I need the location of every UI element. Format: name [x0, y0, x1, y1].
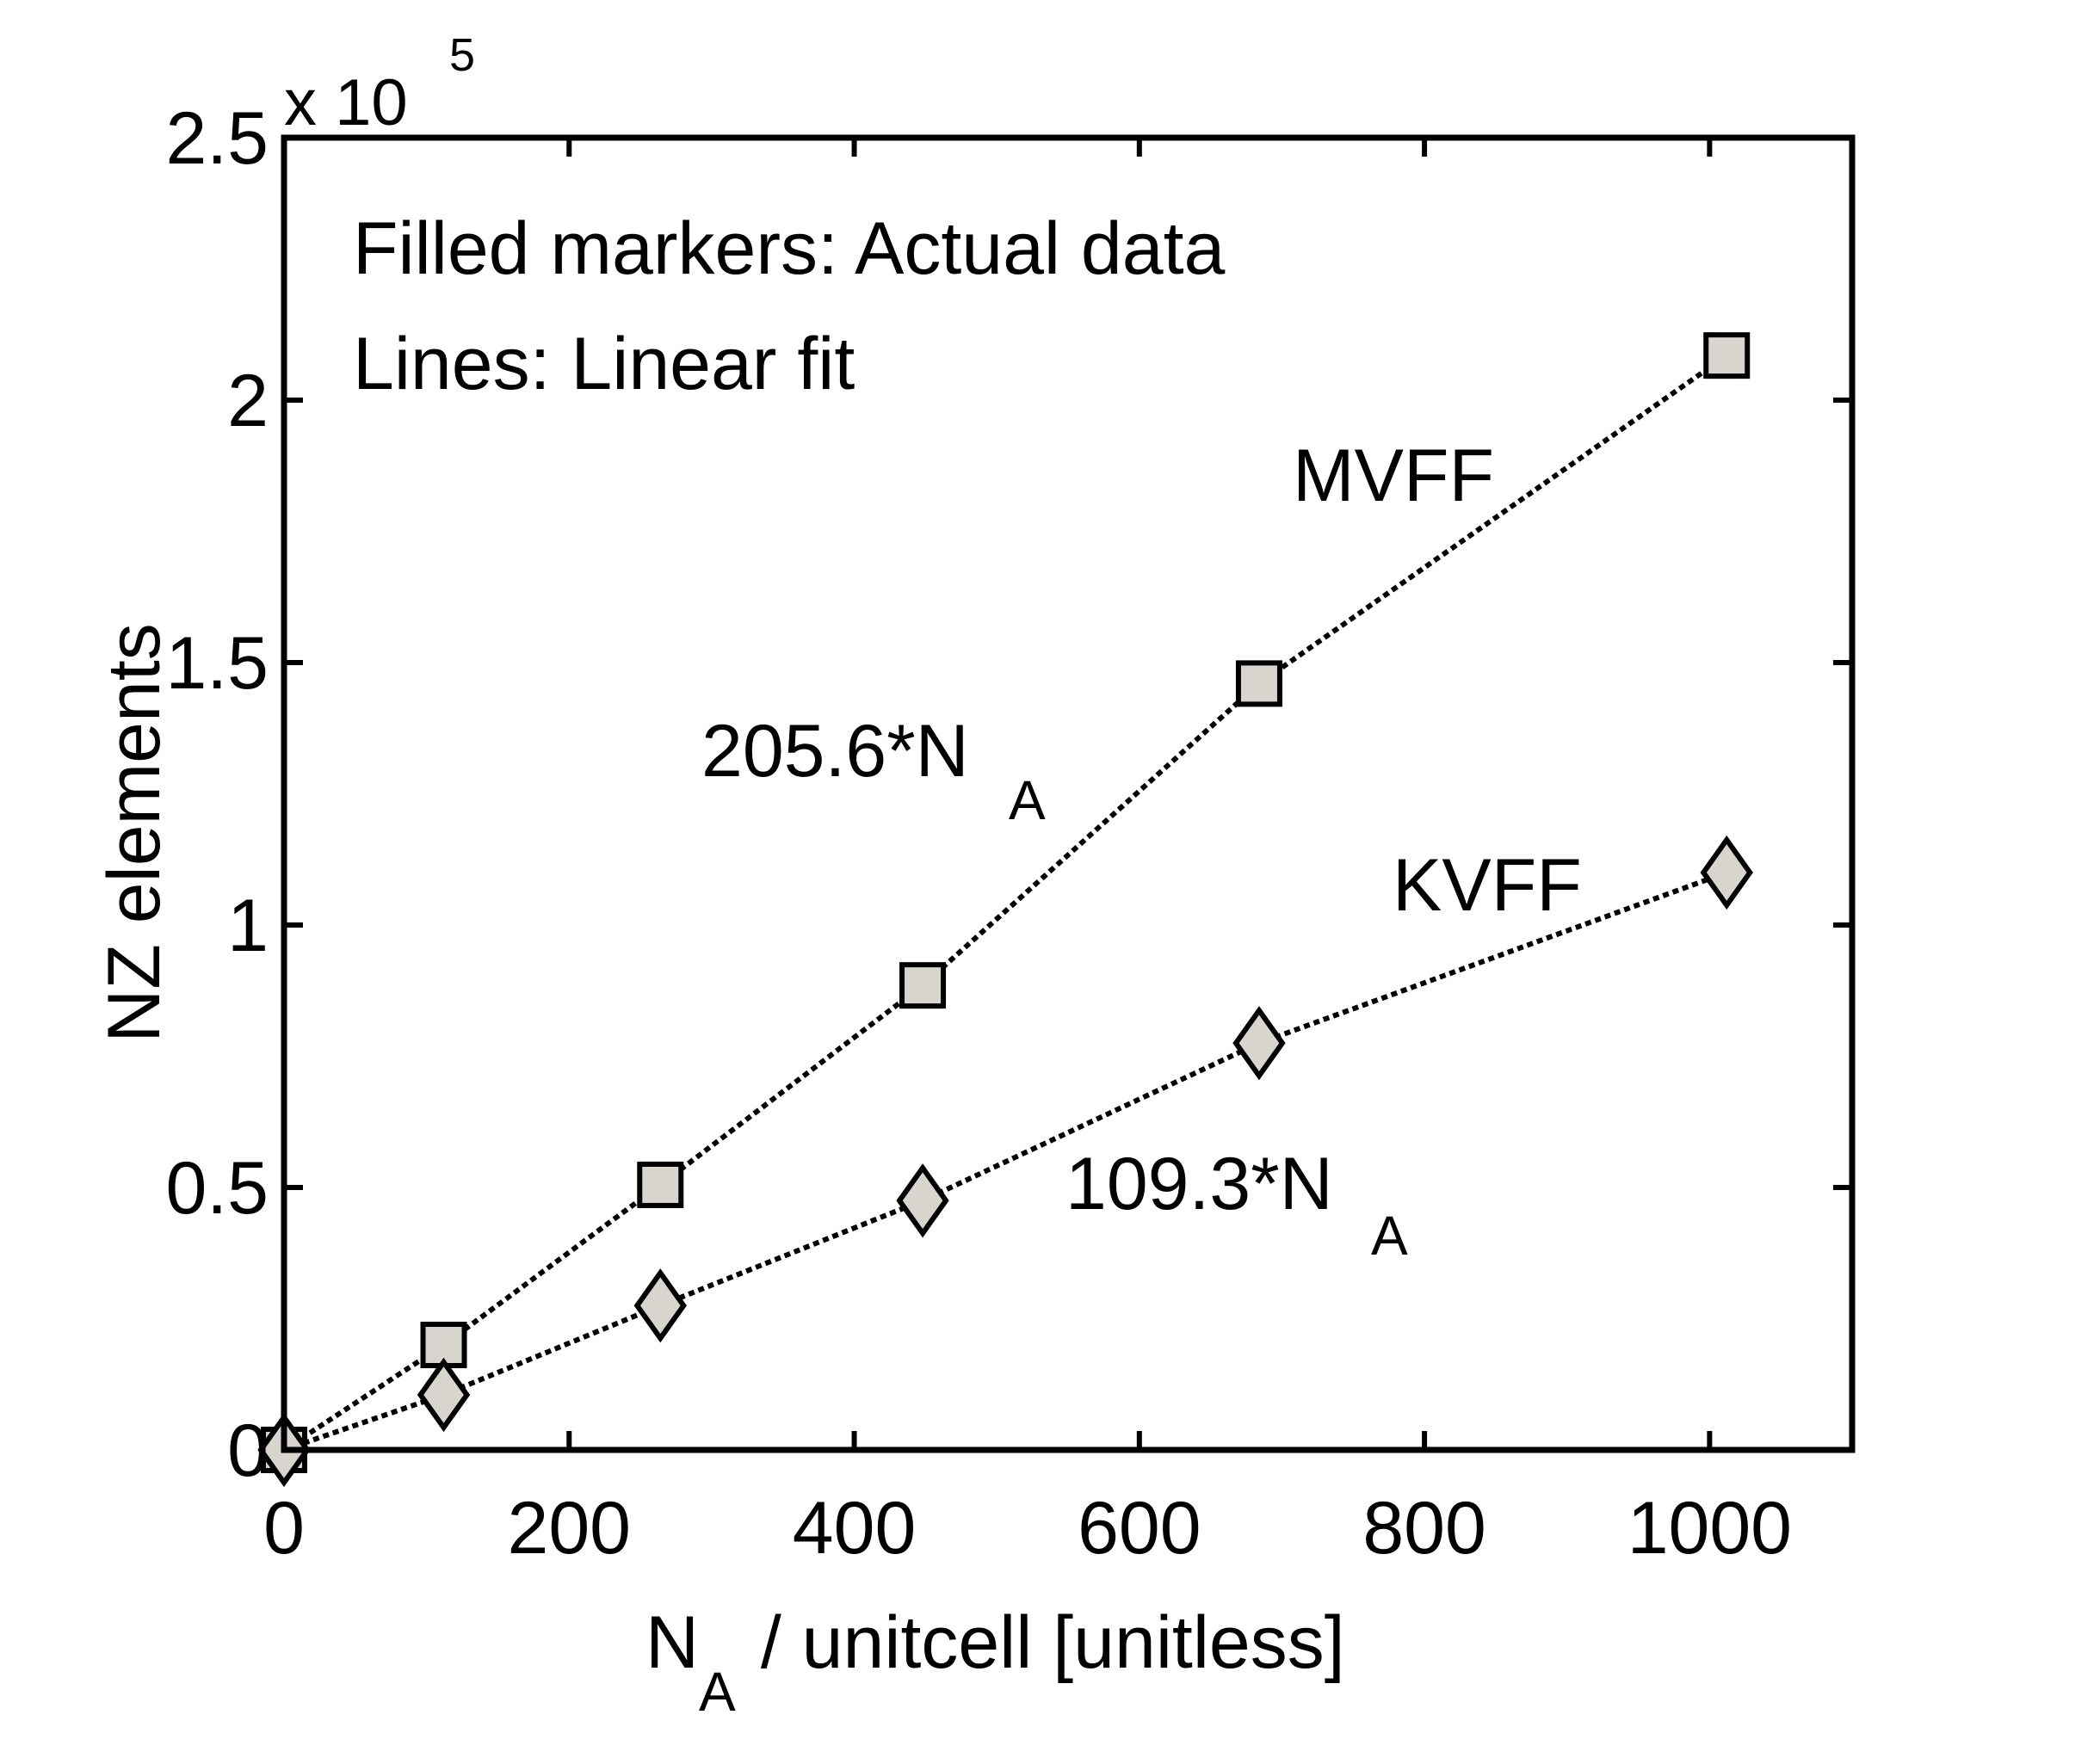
y-tick-label: 0 — [227, 1409, 269, 1492]
marker-kvff — [417, 1357, 471, 1433]
y-tick-label: 2.5 — [165, 97, 269, 180]
mvff-fit-label: 205.6*N — [701, 710, 969, 793]
kvff-label: KVFF — [1393, 844, 1582, 927]
x-axis-label-subscript: A — [699, 1661, 736, 1723]
marker-kvff — [896, 1163, 949, 1238]
y-tick-label: 2 — [227, 360, 269, 442]
x-tick-label: 1000 — [1628, 1487, 1792, 1570]
fit-lines — [282, 353, 1728, 1453]
marker-mvff — [899, 962, 947, 1009]
x-tick-label: 200 — [508, 1487, 632, 1570]
plot-frame — [281, 134, 1856, 1453]
marker-mvff — [637, 1161, 684, 1208]
note-line-2: Lines: Linear fit — [353, 323, 855, 405]
y-exponent-label: x 10 — [284, 66, 408, 139]
y-axis-label: NZ elements — [93, 623, 176, 1043]
x-tick-label: 400 — [793, 1487, 917, 1570]
kvff-fit-label: 109.3*N — [1065, 1143, 1333, 1225]
y-tick-label: 0.5 — [165, 1147, 269, 1230]
x-tick-label: 600 — [1078, 1487, 1201, 1570]
y-tick-label: 1.5 — [165, 622, 269, 705]
fit-line-kvff — [283, 870, 1728, 1453]
marker-mvff — [1703, 332, 1751, 379]
mvff-fit-subscript: A — [1009, 769, 1046, 831]
marker-kvff — [1232, 1006, 1286, 1081]
note-line-1: Filled markers: Actual data — [353, 207, 1225, 290]
y-exponent-power: 5 — [449, 29, 475, 81]
x-tick-label: 800 — [1362, 1487, 1486, 1570]
y-tick-label: 1 — [227, 885, 269, 967]
x-axis-label-rest: / unitcell [unitless] — [740, 1601, 1345, 1684]
fit-line-mvff — [282, 353, 1728, 1453]
data-markers — [257, 332, 1753, 1488]
y-axis-ticks: 0 0.5 1 1.5 2 2.5 — [165, 97, 1852, 1492]
mvff-label: MVFF — [1293, 435, 1494, 517]
x-axis-label: N — [645, 1601, 699, 1684]
x-tick-label: 0 — [263, 1487, 305, 1570]
marker-kvff — [1700, 835, 1753, 910]
marker-kvff — [633, 1268, 687, 1343]
kvff-fit-subscript: A — [1371, 1205, 1408, 1267]
x-axis-ticks: 0 200 400 600 800 1000 — [263, 138, 1792, 1570]
marker-mvff — [1235, 660, 1282, 707]
